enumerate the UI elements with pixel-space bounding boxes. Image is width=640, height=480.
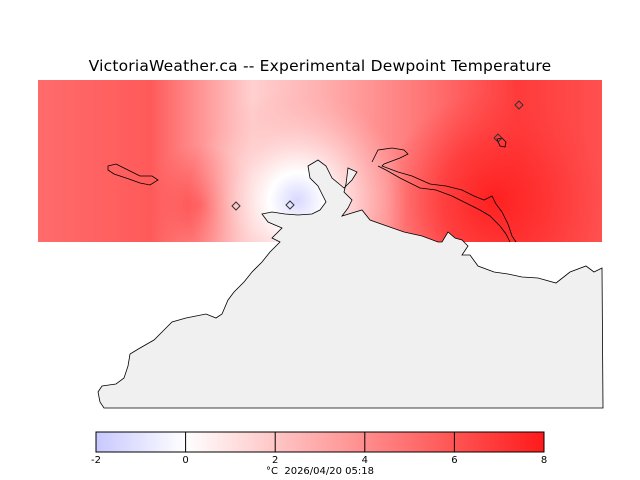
timestamp: 2026/04/20 05:18 bbox=[284, 466, 374, 477]
colorbar-tick-label: 0 bbox=[182, 455, 189, 466]
station-north-east-marker[interactable] bbox=[514, 100, 524, 110]
colorbar-tick-label: 6 bbox=[451, 455, 458, 466]
station-centre-marker[interactable] bbox=[285, 200, 295, 210]
map-title: VictoriaWeather.ca -- Experimental Dewpo… bbox=[88, 57, 552, 75]
island-west bbox=[107, 163, 159, 186]
colorbar-ticks bbox=[95, 432, 545, 452]
land-mass-east-inner bbox=[377, 165, 511, 243]
colorbar bbox=[95, 431, 545, 453]
colorbar-tick-label: 8 bbox=[540, 455, 548, 466]
colorbar-tick-label: 2 bbox=[272, 455, 279, 466]
colorbar-tick-label: 4 bbox=[361, 455, 368, 466]
station-markers bbox=[231, 100, 524, 211]
colorbar-tick-label: -2 bbox=[91, 455, 101, 466]
land-mass-south bbox=[97, 159, 604, 409]
station-west-marker[interactable] bbox=[231, 201, 241, 211]
station-east-marker[interactable] bbox=[493, 133, 503, 143]
land-mass-east bbox=[371, 147, 517, 243]
map-footer: °C 2026/04/20 05:18 bbox=[0, 466, 640, 477]
unit-label: °C bbox=[266, 466, 278, 477]
